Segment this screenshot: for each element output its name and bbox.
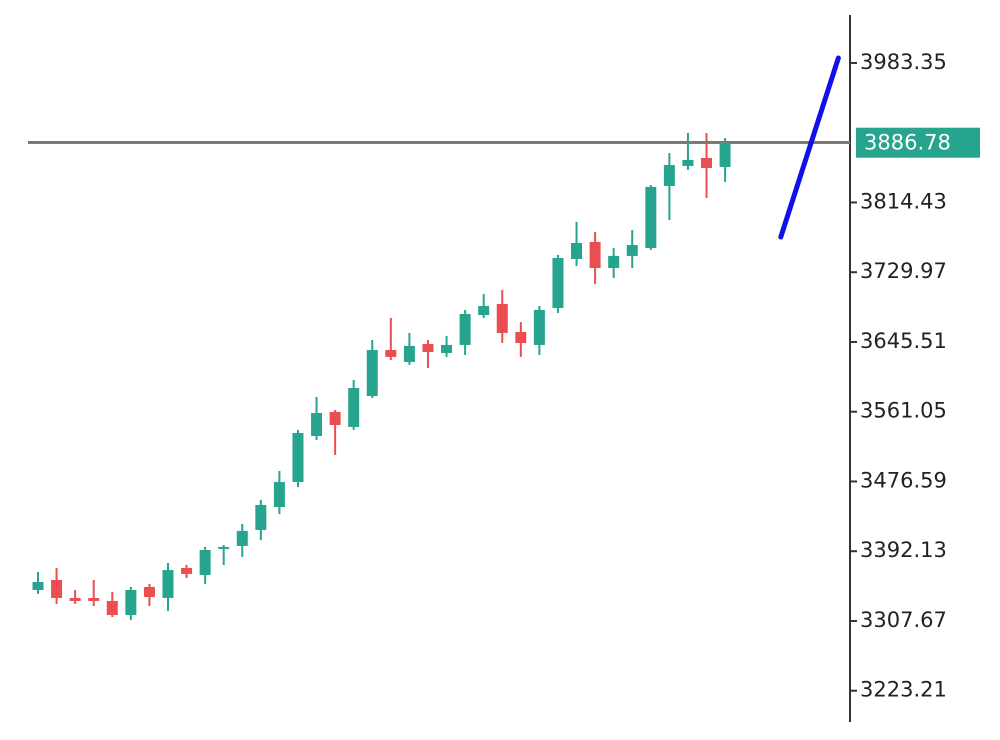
candle-body	[143, 587, 155, 597]
y-tick-label: 3476.59	[860, 468, 947, 492]
candle-body	[496, 303, 508, 333]
y-tick-label: 3223.21	[860, 678, 947, 702]
candle-body	[255, 504, 267, 530]
y-tick-label: 3983.35	[860, 50, 947, 74]
candle-body	[218, 546, 230, 549]
y-tick-label: 3645.51	[860, 329, 947, 353]
y-tick-label: 3729.97	[860, 259, 947, 283]
candle-body	[292, 432, 304, 482]
candle-body	[533, 309, 545, 345]
candle-body	[311, 412, 323, 436]
y-tick-label: 3814.43	[860, 189, 947, 213]
price-label-box	[856, 127, 980, 158]
candle-body	[199, 550, 211, 575]
candle-body	[69, 597, 81, 601]
candle-body	[663, 164, 675, 186]
candle-body	[273, 481, 285, 507]
candle-body	[701, 157, 713, 168]
candle-body	[403, 345, 415, 362]
candle-body	[125, 589, 137, 616]
candle-body	[441, 344, 453, 353]
price-label: 3886.78	[864, 131, 951, 155]
trend-line	[778, 55, 841, 240]
candle-body	[51, 579, 63, 598]
candle-body	[552, 257, 564, 308]
y-tick-label: 3392.13	[860, 538, 947, 562]
candle-body	[589, 241, 601, 268]
candle-body	[626, 244, 638, 256]
candle-body	[329, 411, 341, 425]
candle-body	[88, 597, 100, 601]
candle-body	[571, 242, 583, 259]
candle-body	[422, 343, 434, 352]
candle-body	[459, 313, 471, 345]
candle-body	[682, 159, 694, 166]
y-tick-label: 3307.67	[860, 608, 947, 632]
candle-body	[348, 387, 360, 427]
candle-body	[608, 255, 620, 268]
candle-body	[719, 142, 731, 167]
candle-body	[515, 331, 527, 343]
candle-body	[162, 569, 174, 598]
candle-body	[385, 349, 397, 357]
candle-body	[106, 600, 118, 616]
candle-body	[366, 349, 378, 396]
y-tick-label: 3561.05	[860, 399, 947, 423]
candle-body	[236, 530, 248, 546]
candle-body	[32, 581, 44, 590]
candle-body	[478, 305, 490, 315]
candle-body	[181, 567, 193, 574]
candle-body	[645, 186, 657, 248]
